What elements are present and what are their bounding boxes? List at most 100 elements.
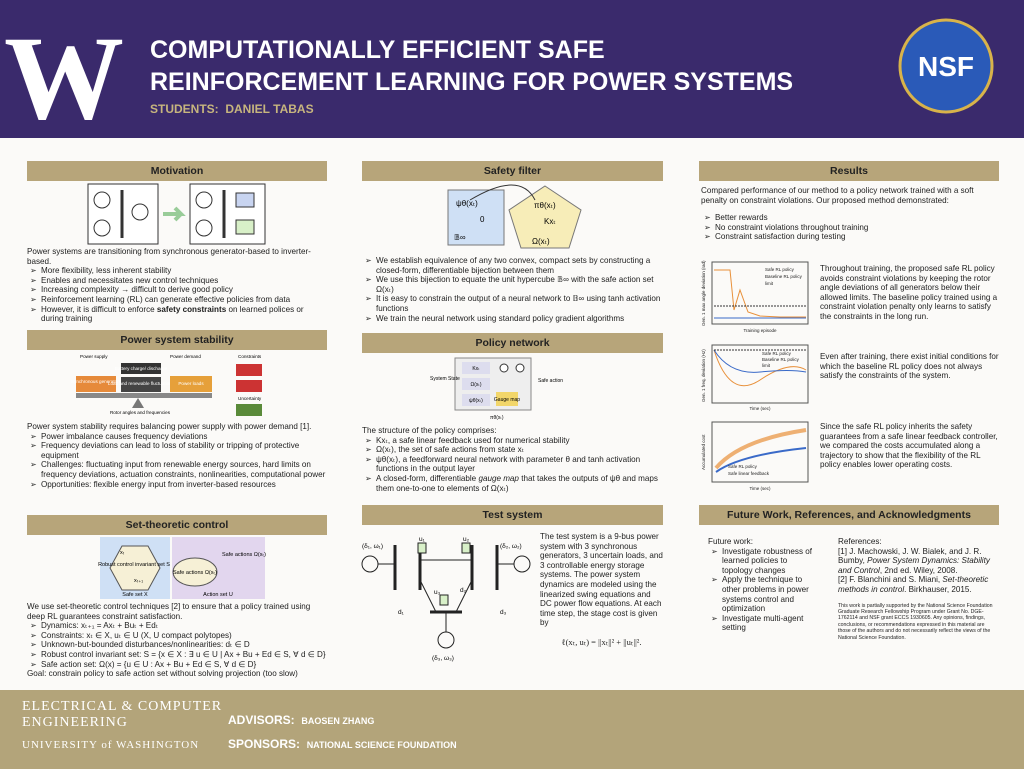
stability-figure: Power supply Power demand Constraints Sy… xyxy=(71,354,262,416)
bold-run: safety constraints xyxy=(156,304,227,314)
dept-line: ELECTRICAL & COMPUTER xyxy=(22,699,223,714)
dept-line: ENGINEERING xyxy=(22,715,128,730)
label: ADVISORS: xyxy=(228,713,295,727)
bullet-list: Power imbalance causes frequency deviati… xyxy=(27,432,327,490)
svg-text:u₃: u₃ xyxy=(434,589,441,596)
item: Dynamics: xₜ₊₁ = Axₜ + Buₜ + Edₜ xyxy=(30,621,327,631)
paragraph: Power system stability requires balancin… xyxy=(27,422,312,431)
item: More flexibility, less inherent stabilit… xyxy=(30,266,327,276)
motivation-figure xyxy=(87,183,266,245)
set-figure: Robust control invariant set S xₜ xₜ₊₁ S… xyxy=(98,537,266,599)
svg-text:Action set U: Action set U xyxy=(203,592,233,598)
future-body: Future work: Investigate robustness of l… xyxy=(708,537,818,633)
caption: Throughout training, the proposed safe R… xyxy=(820,264,998,321)
text-run: However, it is difficult to enforce xyxy=(41,304,157,314)
title: COMPUTATIONALLY EFFICIENT SAFE REINFORCE… xyxy=(150,34,793,98)
svg-text:Gen. 1 max angle deviation (ra: Gen. 1 max angle deviation (rad) xyxy=(701,260,706,326)
uw-logo: W xyxy=(4,11,124,144)
svg-text:xₜ: xₜ xyxy=(120,550,125,556)
paragraph: Compared performance of our method to a … xyxy=(701,186,974,205)
test-body: The test system is a 9-bus power system … xyxy=(540,532,663,648)
item: No constraint violations throughout trai… xyxy=(704,223,999,233)
section-heading: Policy network xyxy=(362,333,663,353)
label: Future work: xyxy=(708,537,753,546)
results-body: Compared performance of our method to a … xyxy=(701,186,999,242)
university: UNIVERSITY of WASHINGTON xyxy=(22,739,200,751)
svg-text:Ω(xₜ): Ω(xₜ) xyxy=(470,382,481,388)
text-run: A closed-form, differentiable xyxy=(376,473,479,483)
item: Apply the technique to other problems in… xyxy=(711,575,818,613)
item: Increasing complexity → difficult to der… xyxy=(30,285,327,295)
section-heading: Set-theoretic control xyxy=(27,515,327,535)
item: However, it is difficult to enforce safe… xyxy=(30,304,327,324)
svg-text:Baseline RL policy: Baseline RL policy xyxy=(765,274,803,279)
svg-text:Baseline RL policy: Baseline RL policy xyxy=(762,357,800,362)
credits: ADVISORS: BAOSEN ZHANG SPONSORS: NATIONA… xyxy=(228,709,457,757)
item: Kxₜ, a safe linear feedback used for num… xyxy=(365,436,663,446)
text-run: [2] F. Blanchini and S. Miani, xyxy=(838,575,943,585)
item: Unknown-but-bounded disturbances/nonline… xyxy=(30,640,327,650)
bullet-list: We establish equivalence of any two conv… xyxy=(362,256,663,323)
bullet-list: Dynamics: xₜ₊₁ = Axₜ + Buₜ + EdₜConstrai… xyxy=(27,621,327,669)
svg-text:d₁: d₁ xyxy=(398,609,405,616)
svg-text:(δ₁, ω₁): (δ₁, ω₁) xyxy=(362,543,383,550)
department: ELECTRICAL & COMPUTER ENGINEERING UNIVER… xyxy=(22,699,222,753)
svg-text:ψθ(xₜ): ψθ(xₜ) xyxy=(469,398,483,404)
item: [2] F. Blanchini and S. Miani, Set-theor… xyxy=(838,575,998,594)
item: Investigate robustness of learned polici… xyxy=(711,547,818,576)
italic-run: Set-theoretic methods in control xyxy=(838,575,989,594)
text-run: . Birkhauser, 2015. xyxy=(904,584,972,594)
header-band xyxy=(0,0,1024,138)
svg-text:Ω(xₜ): Ω(xₜ) xyxy=(532,237,550,246)
paragraph: We use set-theoretic control techniques … xyxy=(27,602,311,621)
students: STUDENTS: DANIEL TABAS xyxy=(150,102,314,116)
result-plots xyxy=(711,261,809,483)
svg-text:Robust control invariant set S: Robust control invariant set S xyxy=(98,562,170,568)
item: Opportunities: flexible energy input fro… xyxy=(30,480,327,490)
paragraph: The structure of the policy comprises: xyxy=(362,426,497,435)
item: Challenges: fluctuating input from renew… xyxy=(30,460,327,479)
item: Enables and necessitates new control tec… xyxy=(30,276,327,286)
caption: Since the safe RL policy inherits the sa… xyxy=(820,422,998,470)
svg-text:Kxₜ: Kxₜ xyxy=(472,366,480,372)
svg-text:Training episode: Training episode xyxy=(743,328,777,333)
text-run: that takes the outputs of ψθ and maps th… xyxy=(376,473,658,493)
item: Constraint satisfaction during testing xyxy=(704,232,999,242)
formula: ℓ(xₜ, uₜ) = ||xₜ||² + ||uₜ||². xyxy=(561,636,642,647)
caption: Even after training, there exist initial… xyxy=(820,352,999,381)
item: We establish equivalence of any two conv… xyxy=(365,256,663,275)
svg-text:d₃: d₃ xyxy=(500,609,507,616)
italic-run: gauge map xyxy=(478,473,519,483)
filter-figure: ψθ(xₜ) 0 𝔹∞ πθ(xₜ) Kxₜ Ω(xₜ) xyxy=(447,184,582,249)
policy-body: The structure of the policy comprises: K… xyxy=(362,426,663,493)
paragraph: Goal: constrain policy to safe action se… xyxy=(27,669,298,679)
label: References: xyxy=(838,537,882,546)
svg-text:ψθ(xₜ): ψθ(xₜ) xyxy=(456,199,478,208)
item: [1] J. Machowski, J. W. Bialek, and J. R… xyxy=(838,547,998,576)
svg-text:πθ(xₜ): πθ(xₜ) xyxy=(490,415,504,421)
item: Frequency deviations can lead to loss of… xyxy=(30,441,327,460)
plot-labels: Gen. 1 max angle deviation (rad) Trainin… xyxy=(701,260,803,491)
svg-text:Constraints: Constraints xyxy=(238,354,262,359)
reference-list: [1] J. Machowski, J. W. Bialek, and J. R… xyxy=(838,547,998,595)
svg-text:Safe linear feedback: Safe linear feedback xyxy=(728,471,770,476)
nsf-globe xyxy=(898,18,994,114)
item: Power imbalance causes frequency deviati… xyxy=(30,432,327,442)
svg-text:u₂: u₂ xyxy=(463,536,470,543)
filter-body: We establish equivalence of any two conv… xyxy=(362,256,663,323)
svg-text:Gen. 1 freq. deviation (Hz): Gen. 1 freq. deviation (Hz) xyxy=(701,349,706,402)
svg-text:d₂: d₂ xyxy=(460,587,467,594)
item: It is easy to constrain the output of a … xyxy=(365,294,663,313)
test-labels: (δ₁, ω₁) (δ₂, ω₂) (δ₃, ω₃) u₁ u₂ u₃ d₁ d… xyxy=(362,536,522,662)
svg-text:(δ₃, ω₃): (δ₃, ω₃) xyxy=(432,655,454,662)
item: Safe action set: Ω(x) = {u ∈ U : Ax + Bu… xyxy=(30,660,327,670)
section-heading: Future Work, References, and Acknowledgm… xyxy=(699,505,999,525)
svg-text:Time (sec): Time (sec) xyxy=(749,406,771,411)
svg-text:xₜ₊₁: xₜ₊₁ xyxy=(134,578,143,584)
section-heading: Test system xyxy=(362,505,663,525)
footer-band xyxy=(0,690,1024,769)
italic-run: Power System Dynamics: Stability and Con… xyxy=(838,556,990,575)
item: Investigate multi-agent setting xyxy=(711,614,818,633)
stability-body: Power system stability requires balancin… xyxy=(27,422,327,489)
